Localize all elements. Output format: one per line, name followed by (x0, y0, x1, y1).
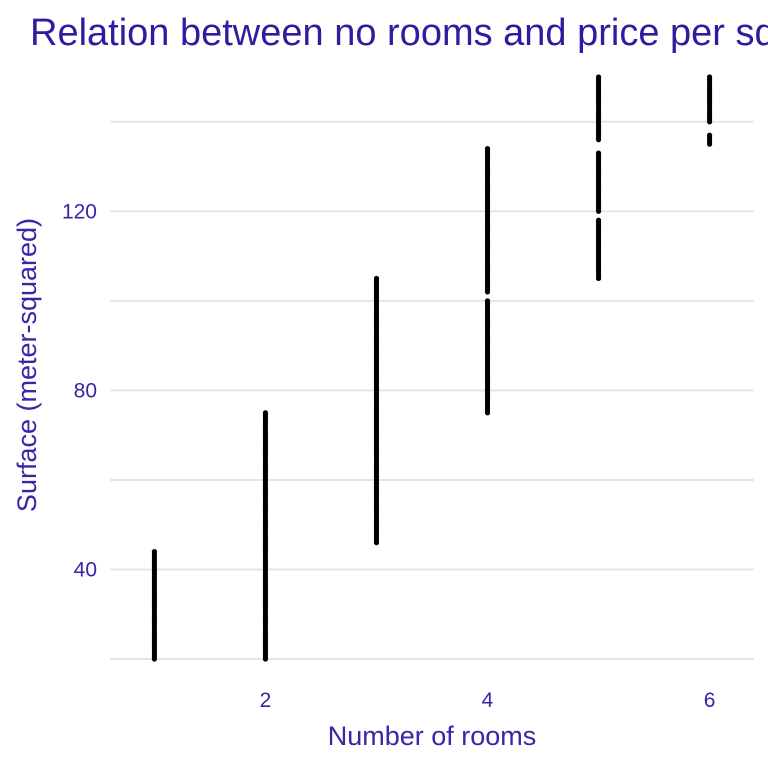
data-points (151, 74, 713, 662)
data-point (373, 275, 380, 282)
data-point (484, 145, 491, 152)
chart-title: Relation between no rooms and price per … (0, 12, 768, 55)
x-tick-labels: 2 4 6 (260, 689, 716, 712)
x-axis-label: Number of rooms (328, 721, 537, 751)
y-tick-labels: 40 80 120 (62, 200, 97, 581)
y-axis-label: Surface (meter-squared) (12, 218, 42, 512)
data-point (151, 548, 158, 555)
data-point (595, 150, 602, 156)
y-tick-label: 40 (74, 558, 97, 581)
data-point (595, 217, 602, 223)
y-tick-label: 120 (62, 200, 97, 223)
x-tick-label: 2 (260, 689, 272, 712)
y-tick-label: 80 (74, 379, 97, 402)
data-point (484, 298, 491, 304)
data-point (706, 74, 713, 80)
x-tick-label: 4 (482, 689, 494, 712)
x-tick-label: 6 (704, 689, 716, 712)
data-point (706, 132, 713, 138)
gridlines (110, 120, 754, 661)
data-point (262, 410, 269, 416)
chart-title-text: Relation between no rooms and price per … (30, 12, 768, 54)
data-point (595, 74, 602, 80)
